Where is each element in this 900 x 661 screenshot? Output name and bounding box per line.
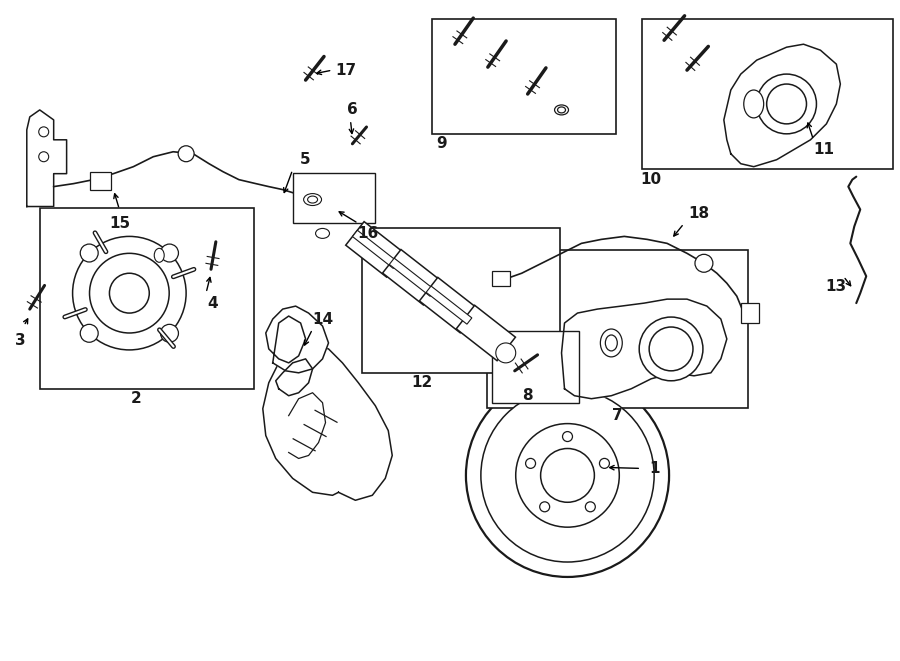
Text: 5: 5 [301, 152, 310, 167]
Circle shape [526, 459, 536, 469]
Circle shape [541, 449, 594, 502]
Ellipse shape [600, 329, 622, 357]
Bar [363, 229, 560, 373]
Bar [487, 251, 748, 408]
Polygon shape [27, 110, 67, 206]
Polygon shape [353, 230, 398, 268]
Polygon shape [426, 286, 472, 324]
Ellipse shape [154, 249, 164, 262]
Ellipse shape [554, 105, 569, 115]
Circle shape [160, 244, 178, 262]
Polygon shape [266, 306, 328, 373]
Circle shape [73, 237, 186, 350]
Text: 6: 6 [347, 102, 358, 118]
Text: 1: 1 [649, 461, 660, 476]
Circle shape [80, 325, 98, 342]
Bar [643, 19, 893, 169]
Text: 2: 2 [130, 391, 141, 407]
Bar [741, 303, 759, 323]
Bar [40, 208, 254, 389]
Circle shape [178, 146, 194, 162]
Text: 9: 9 [436, 136, 447, 151]
Bar [432, 19, 616, 134]
Circle shape [39, 127, 49, 137]
Bar [491, 271, 509, 286]
Circle shape [757, 74, 816, 134]
Polygon shape [562, 299, 727, 399]
Circle shape [599, 459, 609, 469]
Circle shape [481, 389, 654, 562]
Polygon shape [419, 278, 479, 333]
Bar [292, 173, 375, 223]
Text: 11: 11 [813, 142, 834, 157]
Circle shape [767, 84, 806, 124]
Polygon shape [390, 258, 435, 296]
Ellipse shape [308, 196, 318, 203]
Text: 12: 12 [411, 375, 433, 390]
Bar [491, 331, 580, 403]
Polygon shape [456, 305, 516, 361]
Circle shape [516, 424, 619, 527]
Circle shape [466, 374, 669, 577]
Circle shape [649, 327, 693, 371]
Text: 4: 4 [208, 295, 219, 311]
Bar [89, 172, 112, 190]
Circle shape [562, 432, 572, 442]
Text: 17: 17 [335, 63, 356, 77]
Circle shape [639, 317, 703, 381]
Circle shape [89, 253, 169, 333]
Ellipse shape [303, 194, 321, 206]
Text: 14: 14 [312, 311, 333, 327]
Polygon shape [382, 249, 442, 305]
Circle shape [540, 502, 550, 512]
Circle shape [496, 343, 516, 363]
Polygon shape [263, 343, 392, 500]
Ellipse shape [743, 90, 764, 118]
Text: 16: 16 [357, 226, 379, 241]
Circle shape [160, 325, 178, 342]
Circle shape [110, 273, 149, 313]
Text: 8: 8 [522, 388, 533, 403]
Polygon shape [346, 221, 405, 277]
Polygon shape [724, 44, 841, 167]
Text: 7: 7 [612, 408, 623, 423]
Text: 15: 15 [109, 216, 130, 231]
Text: 10: 10 [641, 172, 662, 187]
Ellipse shape [557, 107, 565, 113]
Text: 3: 3 [14, 333, 25, 348]
Ellipse shape [316, 229, 329, 239]
Circle shape [695, 254, 713, 272]
Circle shape [39, 152, 49, 162]
Circle shape [80, 244, 98, 262]
Circle shape [585, 502, 595, 512]
Text: 18: 18 [688, 206, 709, 221]
Text: 13: 13 [826, 279, 847, 293]
Ellipse shape [606, 335, 617, 351]
